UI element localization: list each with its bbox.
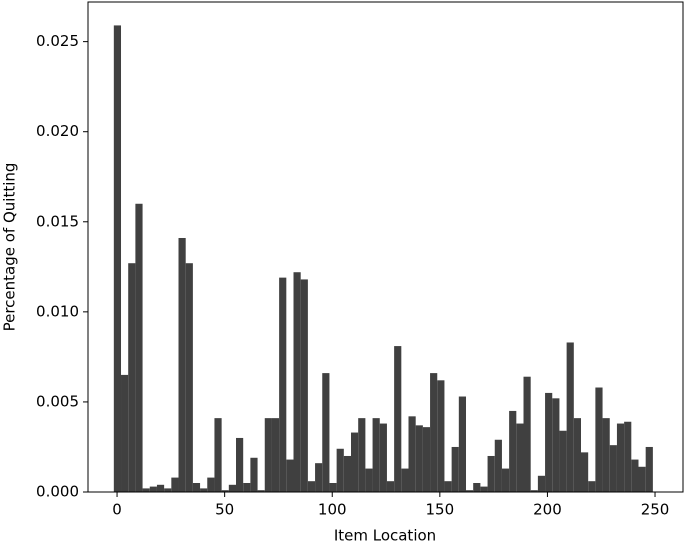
bar <box>329 482 337 492</box>
bar <box>164 488 172 492</box>
bar <box>509 410 517 492</box>
bar <box>264 418 272 492</box>
bar <box>487 455 495 492</box>
bar <box>358 418 366 492</box>
y-axis-title: Percentage of Quitting <box>1 163 19 332</box>
bar <box>494 439 502 492</box>
bar <box>365 468 373 492</box>
bar <box>437 380 445 492</box>
x-tick-label: 0 <box>112 501 122 519</box>
bar <box>566 342 574 492</box>
bar <box>523 376 531 492</box>
bar <box>351 432 359 492</box>
y-tick-label: 0.020 <box>36 122 79 140</box>
bar <box>343 455 352 492</box>
bar <box>228 484 237 492</box>
bar <box>207 477 215 492</box>
bar <box>171 477 179 492</box>
bar <box>537 475 546 492</box>
x-tick-label: 250 <box>641 501 670 519</box>
bar <box>480 486 488 492</box>
bar <box>552 398 560 492</box>
bar <box>135 203 143 492</box>
bar <box>156 484 165 492</box>
bar <box>458 396 467 492</box>
bar <box>401 468 409 492</box>
bar <box>624 421 632 492</box>
bar <box>128 263 136 492</box>
bar <box>307 481 316 492</box>
bar <box>559 430 567 492</box>
bar <box>214 418 222 492</box>
bar <box>595 387 603 492</box>
plot-frame <box>87 1 684 493</box>
bar <box>192 482 201 492</box>
bar <box>394 346 402 492</box>
bar <box>408 416 416 492</box>
bar <box>451 446 459 492</box>
bar <box>616 423 625 492</box>
bar <box>638 466 646 492</box>
bar <box>185 263 193 492</box>
bar <box>444 481 452 492</box>
bar <box>430 373 438 492</box>
bar <box>293 272 301 492</box>
bar <box>581 452 589 492</box>
bar <box>149 486 157 492</box>
bar <box>336 448 344 492</box>
bar <box>243 482 251 492</box>
bar <box>257 490 265 492</box>
x-tick-label: 100 <box>318 501 347 519</box>
bar <box>142 488 150 492</box>
bar <box>372 418 380 492</box>
bar <box>271 418 280 492</box>
bar <box>573 418 581 492</box>
x-tick-label: 150 <box>426 501 455 519</box>
bar <box>121 374 129 492</box>
x-tick-label: 50 <box>215 501 234 519</box>
bar <box>466 490 474 492</box>
bar <box>250 457 258 492</box>
bar <box>530 490 538 492</box>
bar <box>286 459 294 492</box>
x-axis-title: Item Location <box>334 527 436 545</box>
bar <box>609 445 617 492</box>
bar <box>545 392 553 492</box>
bar <box>200 488 208 492</box>
bar <box>645 446 653 492</box>
y-tick-label: 0.010 <box>36 302 79 320</box>
y-tick-label: 0.015 <box>36 212 79 230</box>
bar <box>379 423 387 492</box>
bar <box>516 423 524 492</box>
bar <box>279 277 287 492</box>
y-tick-label: 0.000 <box>36 483 79 501</box>
bar <box>473 482 481 492</box>
bar <box>631 459 639 492</box>
bar <box>315 463 323 492</box>
bar <box>322 373 330 492</box>
bar <box>501 468 510 492</box>
bar <box>113 25 122 492</box>
y-tick-label: 0.025 <box>36 32 79 50</box>
bar <box>588 481 596 492</box>
bar <box>386 481 395 492</box>
bar <box>221 490 229 492</box>
bar <box>422 427 431 492</box>
bar <box>602 418 610 492</box>
y-tick-label: 0.005 <box>36 392 79 410</box>
bar <box>178 237 186 492</box>
bar <box>415 425 423 492</box>
bar <box>300 279 308 492</box>
bar <box>236 437 244 492</box>
x-tick-label: 200 <box>533 501 562 519</box>
